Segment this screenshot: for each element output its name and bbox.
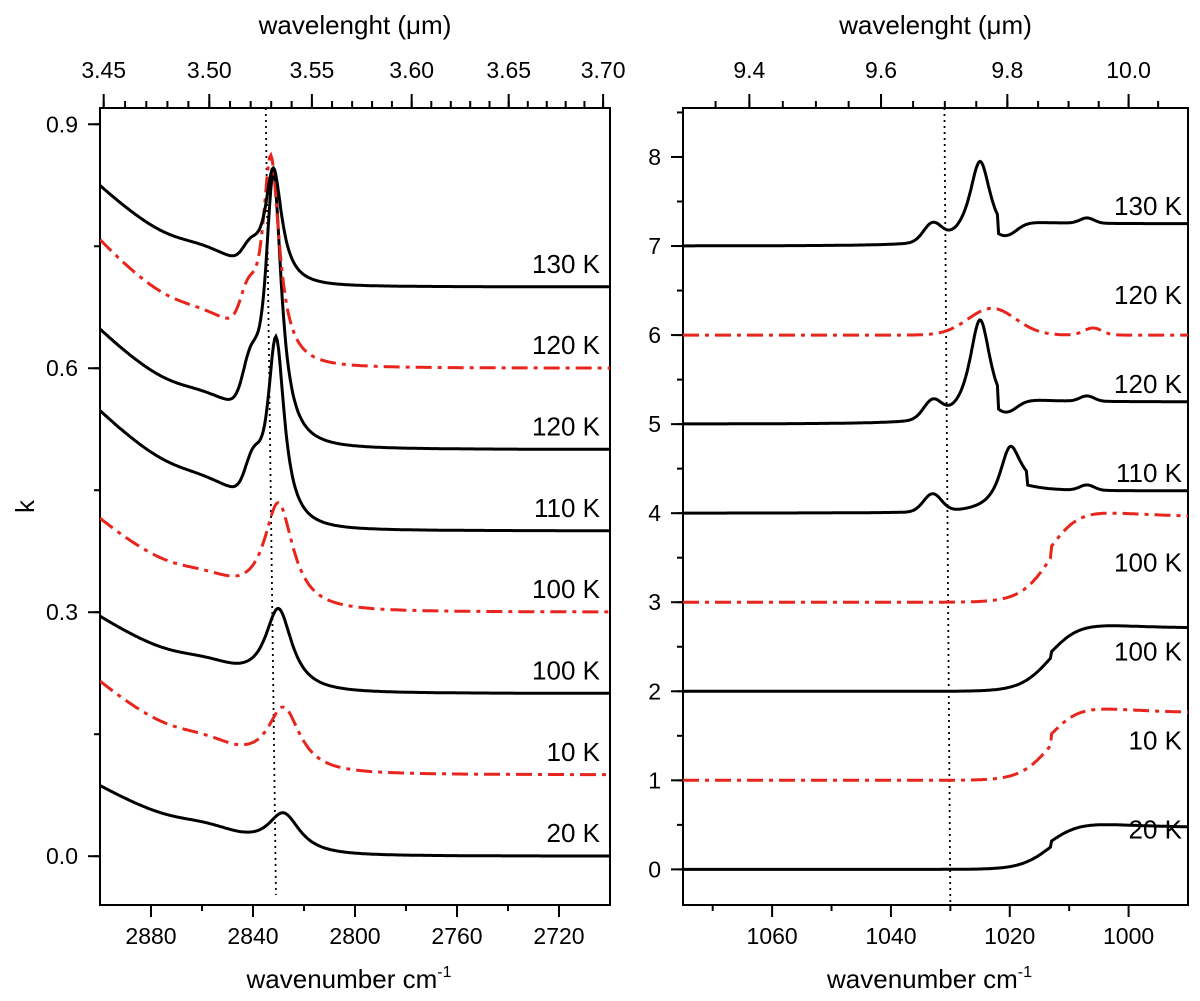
left-panel: 2880 2840 2800 2760 2720 0.0 0.3 0.6 0.9 3.45 3.50… xyxy=(10,10,625,994)
y-tick-label: 8 xyxy=(648,144,661,170)
series-label: 100 K xyxy=(1114,636,1183,666)
x-tick-label: 2760 xyxy=(431,923,482,949)
series-line xyxy=(683,624,1188,693)
top-tick-label: 3.45 xyxy=(81,57,126,83)
x-tick-label: 2880 xyxy=(125,923,176,949)
series-line xyxy=(683,707,1188,782)
y-tick-label: 0.9 xyxy=(46,111,78,137)
y-tick-label: 4 xyxy=(648,500,661,526)
top-axis-title: wavelenght (μm) xyxy=(258,10,452,40)
top-tick-label: 10.0 xyxy=(1106,57,1151,83)
x-tick-label: 2840 xyxy=(227,923,278,949)
plot-frame xyxy=(682,107,1189,906)
top-tick-label: 3.55 xyxy=(290,57,335,83)
top-axis-title-unit: m) xyxy=(421,10,451,40)
series-label: 20 K xyxy=(547,818,601,848)
series-line xyxy=(100,501,610,614)
series-label: 20 K xyxy=(1129,814,1183,844)
x-tick-label: 2720 xyxy=(533,923,584,949)
y-tick-label: 0 xyxy=(648,856,661,882)
series-line xyxy=(683,318,1188,426)
x-tick-label: 1000 xyxy=(1103,923,1154,949)
top-tick-label: 3.70 xyxy=(581,57,626,83)
x-tick-label: 2800 xyxy=(329,923,380,949)
series-line xyxy=(683,159,1188,248)
y-tick-label: 7 xyxy=(648,233,661,259)
x-tick-label: 1020 xyxy=(984,923,1035,949)
y-tick-label: 0.3 xyxy=(46,599,78,625)
y-axis-title: k xyxy=(10,499,40,513)
y-tick-label: 5 xyxy=(648,411,661,437)
series-label: 100 K xyxy=(532,574,601,604)
series-label: 120 K xyxy=(532,412,601,442)
series-label: 100 K xyxy=(532,656,601,686)
x-axis-title: wavenumber cm-1 xyxy=(246,964,452,994)
x-axis-title: wavenumber cm-1 xyxy=(826,964,1032,994)
x-axis-title-superscript: -1 xyxy=(1018,964,1032,981)
top-axis-title-mu: μ xyxy=(406,10,421,40)
top-tick-label: 3.50 xyxy=(187,57,232,83)
series-line xyxy=(100,151,610,370)
series-label: 130 K xyxy=(1114,191,1183,221)
y-tick-label: 0.6 xyxy=(46,355,78,381)
series-label: 100 K xyxy=(1114,547,1183,577)
series-label: 10 K xyxy=(1129,725,1183,755)
top-axis-title-unit: m) xyxy=(1002,10,1032,40)
series-label: 120 K xyxy=(532,330,601,360)
series-label: 120 K xyxy=(1114,280,1183,310)
series-line xyxy=(100,165,610,289)
y-tick-label: 6 xyxy=(648,322,661,348)
top-axis-title-text: wavelenght ( xyxy=(838,10,987,40)
x-axis-title-text: wavenumber cm xyxy=(246,964,438,994)
series-line xyxy=(683,306,1188,337)
series-line xyxy=(100,332,610,533)
x-axis-title-text: wavenumber cm xyxy=(826,964,1018,994)
series-label: 10 K xyxy=(547,737,601,767)
top-tick-label: 9.6 xyxy=(865,57,897,83)
series-line xyxy=(100,784,610,858)
series-label: 120 K xyxy=(1114,369,1183,399)
top-axis-title-mu: μ xyxy=(987,10,1002,40)
right-panel: 1060 1040 1020 1000 0 1 2 3 4 5 6 7 8 9.4 9.6 9.8 10.0 wa… xyxy=(648,10,1189,994)
x-axis-title-superscript: -1 xyxy=(437,964,451,981)
series-label: 110 K xyxy=(1116,458,1183,488)
x-tick-label: 1060 xyxy=(747,923,798,949)
top-tick-label: 3.60 xyxy=(389,57,434,83)
reference-dotted-line xyxy=(264,107,277,896)
series-label: 130 K xyxy=(532,249,601,279)
y-tick-label: 0.0 xyxy=(46,843,78,869)
series-line xyxy=(683,444,1188,515)
top-tick-label: 9.8 xyxy=(991,57,1023,83)
series-line xyxy=(683,511,1188,604)
y-tick-label: 2 xyxy=(648,678,661,704)
y-tick-label: 3 xyxy=(648,589,661,615)
top-axis-title-text: wavelenght ( xyxy=(258,10,407,40)
top-tick-label: 9.4 xyxy=(733,57,765,83)
series-line xyxy=(683,823,1188,871)
series-line xyxy=(100,167,610,451)
reference-dotted-line xyxy=(943,107,952,906)
x-tick-label: 1040 xyxy=(865,923,916,949)
series-line xyxy=(100,606,610,695)
y-tick-label: 1 xyxy=(648,767,661,793)
top-tick-label: 3.65 xyxy=(486,57,531,83)
series-line xyxy=(100,679,610,777)
series-label: 110 K xyxy=(534,493,601,523)
top-axis-title: wavelenght (μm) xyxy=(838,10,1032,40)
